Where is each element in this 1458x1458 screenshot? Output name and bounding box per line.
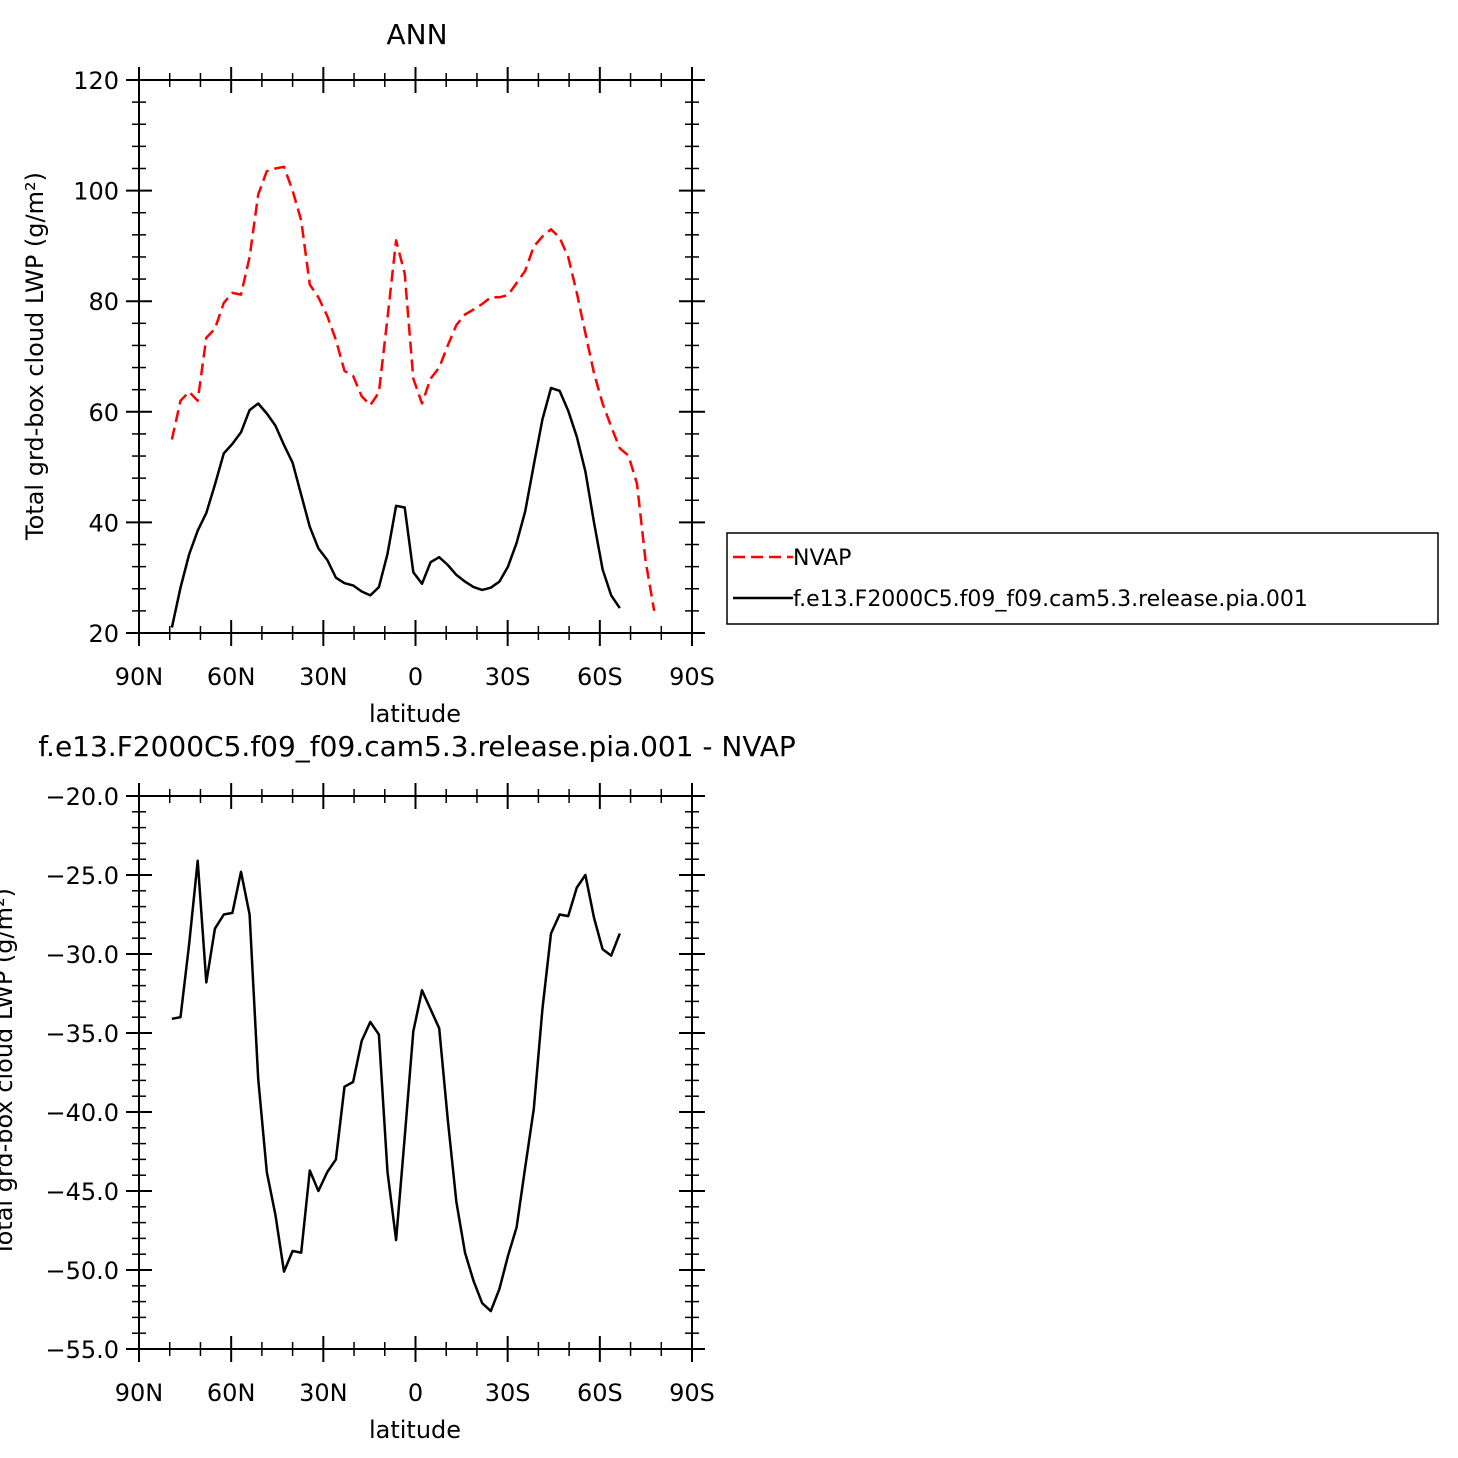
top-axis-ticks bbox=[126, 67, 705, 646]
top-ytick-label: 20 bbox=[88, 620, 119, 648]
bottom-y-tick-labels: −20.0 −25.0 −30.0 −35.0 −40.0 −45.0 −50.0 −55.0 bbox=[45, 783, 119, 1364]
bottom-xtick-label: 30N bbox=[299, 1379, 348, 1407]
bottom-ytick-label: −35.0 bbox=[45, 1020, 119, 1048]
bottom-plot-frame bbox=[138, 795, 693, 1350]
bottom-ytick-label: −20.0 bbox=[45, 783, 119, 811]
bottom-ytick-label: −40.0 bbox=[45, 1099, 119, 1127]
top-ytick-label: 60 bbox=[88, 399, 119, 427]
bottom-xtick-label: 30S bbox=[485, 1379, 531, 1407]
bottom-series-lines bbox=[171, 859, 621, 1313]
legend-label-nvap: NVAP bbox=[793, 546, 851, 571]
top-series-line-0 bbox=[170, 165, 656, 612]
legend: NVAP f.e13.F2000C5.f09_f09.cam5.3.releas… bbox=[726, 532, 1439, 625]
bottom-xtick-label: 60S bbox=[577, 1379, 623, 1407]
top-chart-title: ANN bbox=[386, 18, 447, 51]
top-x-tick-labels: 90N 60N 30N 0 30S 60S 90S bbox=[115, 663, 715, 691]
top-plot-area bbox=[126, 67, 705, 646]
top-xtick-label: 30S bbox=[485, 663, 531, 691]
top-ytick-label: 120 bbox=[73, 67, 119, 95]
bottom-ytick-label: −25.0 bbox=[45, 862, 119, 890]
bottom-xtick-label: 90N bbox=[115, 1379, 164, 1407]
bottom-ytick-label: −50.0 bbox=[45, 1257, 119, 1285]
bottom-chart-title: f.e13.F2000C5.f09_f09.cam5.3.release.pia… bbox=[38, 730, 796, 763]
legend-box bbox=[726, 532, 1439, 625]
bottom-x-tick-labels: 90N 60N 30N 0 30S 60S 90S bbox=[115, 1379, 715, 1407]
top-series-lines bbox=[170, 165, 656, 628]
bottom-series-line-0 bbox=[171, 859, 621, 1313]
bottom-ytick-label: −45.0 bbox=[45, 1178, 119, 1206]
bottom-plot-area bbox=[126, 783, 705, 1362]
top-xtick-label: 90N bbox=[115, 663, 164, 691]
bottom-xtick-label: 0 bbox=[408, 1379, 423, 1407]
bottom-xtick-label: 90S bbox=[669, 1379, 715, 1407]
top-y-tick-labels: 20 40 60 80 100 120 bbox=[73, 67, 119, 648]
bottom-ytick-label: −55.0 bbox=[45, 1336, 119, 1364]
top-x-axis-label: latitude bbox=[369, 700, 461, 728]
legend-label-model: f.e13.F2000C5.f09_f09.cam5.3.release.pia… bbox=[793, 587, 1308, 612]
top-plot-frame bbox=[138, 79, 693, 634]
top-xtick-label: 90S bbox=[669, 663, 715, 691]
bottom-xtick-label: 60N bbox=[207, 1379, 256, 1407]
bottom-axis-ticks bbox=[126, 783, 705, 1362]
bottom-x-axis-label: latitude bbox=[369, 1416, 461, 1444]
top-ytick-label: 100 bbox=[73, 178, 119, 206]
bottom-y-axis-label: Total grd-box cloud LWP (g/m²) bbox=[0, 888, 18, 1257]
top-ytick-label: 40 bbox=[88, 509, 119, 537]
top-xtick-label: 60S bbox=[577, 663, 623, 691]
top-series-line-1 bbox=[170, 386, 621, 628]
top-xtick-label: 0 bbox=[408, 663, 423, 691]
top-y-axis-label: Total grd-box cloud LWP (g/m²) bbox=[21, 172, 49, 541]
bottom-ytick-label: −30.0 bbox=[45, 941, 119, 969]
top-xtick-label: 30N bbox=[299, 663, 348, 691]
top-xtick-label: 60N bbox=[207, 663, 256, 691]
top-ytick-label: 80 bbox=[88, 288, 119, 316]
